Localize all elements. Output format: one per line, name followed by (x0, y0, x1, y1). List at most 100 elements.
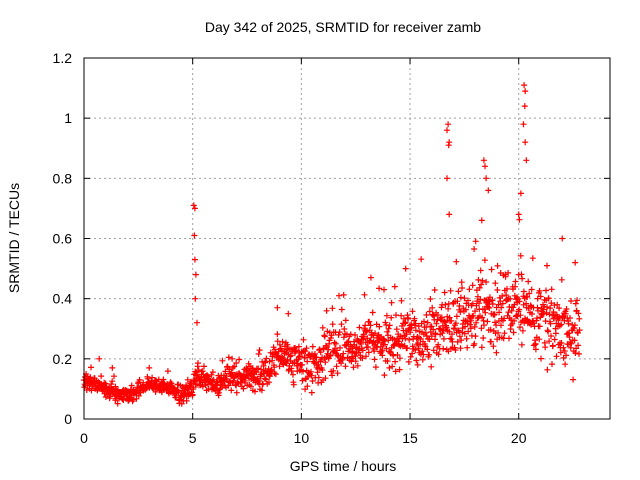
data-point (544, 366, 551, 373)
data-point (438, 314, 445, 321)
data-point (508, 317, 515, 323)
data-point (365, 344, 371, 350)
data-point (386, 322, 393, 329)
y-tick-label: 0 (64, 411, 72, 427)
data-point (492, 319, 498, 326)
data-point (319, 367, 326, 373)
data-point (236, 356, 243, 363)
data-point (457, 309, 464, 315)
data-point (276, 363, 283, 370)
data-point (112, 383, 119, 390)
data-point (396, 366, 403, 373)
data-point (463, 335, 470, 342)
data-point (341, 326, 348, 332)
data-point (482, 163, 488, 170)
data-point (266, 379, 272, 386)
data-point (393, 312, 399, 319)
data-point (390, 352, 397, 359)
data-point (391, 283, 398, 290)
data-point (317, 349, 324, 356)
data-point (192, 295, 199, 302)
y-tick-label: 0.2 (53, 351, 73, 367)
data-point (329, 372, 336, 379)
data-point (472, 238, 479, 245)
data-point (413, 357, 420, 364)
data-point (507, 295, 514, 302)
data-point (336, 292, 342, 299)
data-point (194, 319, 200, 326)
data-point (371, 356, 378, 363)
data-point (271, 370, 278, 377)
data-point (271, 364, 278, 371)
data-point (381, 372, 388, 379)
data-point (471, 246, 478, 252)
data-point (342, 363, 349, 370)
data-point (190, 202, 197, 209)
axis-ticks: 0 0.2 0.4 0.6 0.8 1 1.2 0 5 10 15 20 (53, 50, 610, 446)
data-point (510, 329, 517, 336)
data-point (398, 297, 405, 304)
data-point (214, 379, 221, 386)
data-point (467, 325, 474, 332)
data-point (226, 366, 233, 373)
data-point (446, 211, 453, 218)
data-point (557, 349, 564, 356)
data-point (365, 349, 372, 356)
data-point (490, 343, 497, 350)
data-point (301, 354, 308, 361)
data-point (322, 359, 329, 366)
data-point (526, 290, 533, 297)
data-point (426, 351, 433, 358)
data-point (476, 300, 482, 307)
data-point (240, 385, 247, 392)
data-point (553, 320, 560, 327)
data-point (479, 314, 486, 321)
data-point (576, 350, 582, 357)
data-point (381, 286, 387, 293)
data-point (388, 314, 395, 321)
data-point (389, 363, 396, 370)
data-point (384, 328, 391, 335)
data-point (449, 331, 455, 338)
data-point (538, 355, 544, 362)
data-point (459, 285, 465, 291)
data-point (394, 352, 401, 358)
data-point (392, 358, 399, 365)
data-point (442, 301, 449, 308)
data-point (512, 278, 519, 285)
data-point (392, 368, 399, 375)
data-point (288, 368, 295, 374)
data-point (548, 333, 554, 339)
data-point (445, 305, 452, 312)
data-point (263, 376, 269, 383)
data-point (521, 103, 528, 110)
data-point (455, 327, 461, 334)
data-point (215, 389, 222, 396)
data-point (468, 317, 475, 324)
data-point (321, 333, 328, 340)
data-point (327, 352, 334, 359)
data-point (562, 361, 569, 368)
data-point (454, 338, 461, 345)
data-point (164, 368, 171, 375)
data-point (144, 375, 151, 382)
data-point (572, 259, 579, 266)
data-point (272, 371, 279, 378)
data-point (219, 357, 226, 364)
data-point (300, 368, 306, 375)
data-point (543, 287, 549, 294)
y-axis-label: SRMTID / TECUs (6, 183, 22, 293)
data-point (418, 256, 425, 263)
data-point (313, 354, 320, 361)
data-point (192, 271, 199, 278)
data-point (465, 328, 472, 335)
data-point (352, 332, 358, 338)
data-point (453, 313, 460, 320)
data-point (430, 326, 437, 333)
data-point (372, 364, 379, 371)
data-point (205, 373, 212, 380)
data-point (396, 355, 403, 362)
x-tick-label: 10 (294, 430, 310, 446)
data-point (568, 298, 574, 304)
data-point (528, 321, 534, 328)
